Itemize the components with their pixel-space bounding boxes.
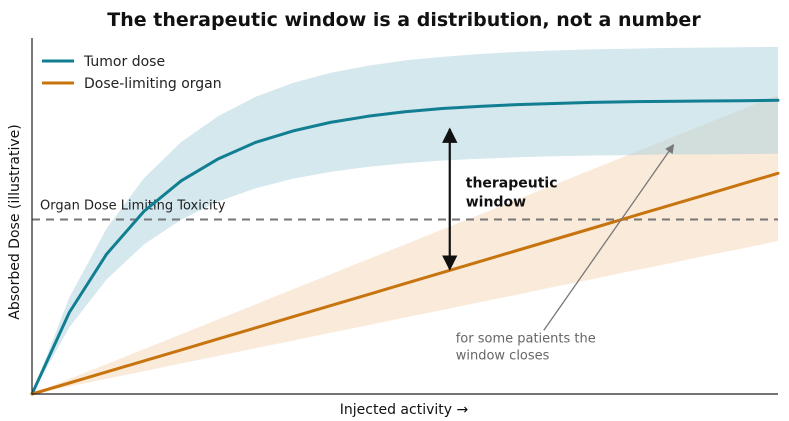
axes (31, 38, 778, 395)
threshold-group: Organ Dose Limiting Toxicity (32, 199, 778, 221)
window-closes-label-line: window closes (456, 348, 550, 363)
therapeutic-window-label-line: therapeutic (466, 176, 558, 192)
window-closes-label-line: for some patients the (456, 331, 596, 346)
window-closes-arrow (543, 144, 675, 331)
therapeutic-window-label: therapeutic window (466, 176, 558, 211)
uncertainty-bands (32, 46, 778, 395)
line-tumor-dose (30, 98, 780, 396)
therapeutic-window-label-line: window (466, 195, 526, 211)
x-axis-label: Injected activity → (340, 402, 469, 418)
legend-label-dose-limiting-organ: Dose-limiting organ (84, 76, 222, 92)
y-axis-label: Absorbed Dose (illustrative) (7, 124, 23, 319)
band-dose-limiting-organ (32, 95, 778, 394)
band-tumor-dose (32, 46, 778, 395)
legend-label-tumor-dose: Tumor dose (83, 54, 165, 70)
line-dose-limiting-organ (30, 171, 780, 396)
annotations: therapeutic window for some patients the wi… (442, 127, 675, 363)
chart-title: The therapeutic window is a distribution… (107, 9, 701, 31)
threshold-label: Organ Dose Limiting Toxicity (40, 199, 226, 214)
window-closes-label: for some patients the window closes (456, 331, 596, 363)
series-lines (30, 98, 780, 396)
legend: Tumor dose Dose-limiting organ (42, 54, 222, 92)
